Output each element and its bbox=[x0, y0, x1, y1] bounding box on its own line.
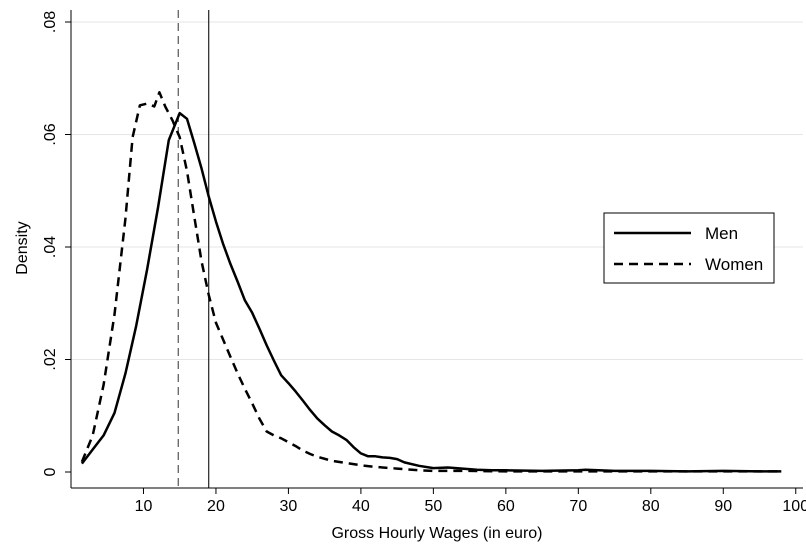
gridlines bbox=[71, 21, 803, 360]
y-tick-label-4: .08 bbox=[42, 11, 59, 33]
x-tick-label-50: 50 bbox=[424, 498, 442, 515]
x-tick-label-100: 100 bbox=[782, 498, 806, 515]
series-lines bbox=[80, 91, 782, 473]
legend-box bbox=[603, 212, 775, 284]
x-axis-title: Gross Hourly Wages (in euro) bbox=[331, 525, 542, 542]
y-tick-label-1: .02 bbox=[42, 348, 59, 370]
x-tick-label-60: 60 bbox=[497, 498, 515, 515]
y-tick-label-2: .04 bbox=[42, 236, 59, 258]
x-tick-label-70: 70 bbox=[569, 498, 587, 515]
y-tick-label-0: 0 bbox=[42, 467, 59, 476]
legend-label-men: Men bbox=[705, 224, 738, 243]
axes bbox=[70, 10, 803, 489]
series-line-women bbox=[80, 91, 782, 473]
x-tick-label-90: 90 bbox=[714, 498, 732, 515]
x-tick-label-30: 30 bbox=[280, 498, 298, 515]
x-tick-label-20: 20 bbox=[207, 498, 225, 515]
reference-lines bbox=[177, 10, 210, 488]
x-tick-label-40: 40 bbox=[352, 498, 370, 515]
x-axis-ticks: 10 20 30 40 50 60 70 80 90 100 bbox=[135, 488, 806, 515]
legend: Men Women bbox=[603, 212, 775, 284]
legend-label-women: Women bbox=[705, 255, 763, 274]
y-tick-label-3: .06 bbox=[42, 123, 59, 145]
x-tick-label-80: 80 bbox=[642, 498, 660, 515]
y-axis-ticks: 0 .02 .04 .06 .08 bbox=[42, 11, 71, 476]
y-axis-title: Density bbox=[14, 221, 31, 274]
x-tick-label-10: 10 bbox=[135, 498, 153, 515]
